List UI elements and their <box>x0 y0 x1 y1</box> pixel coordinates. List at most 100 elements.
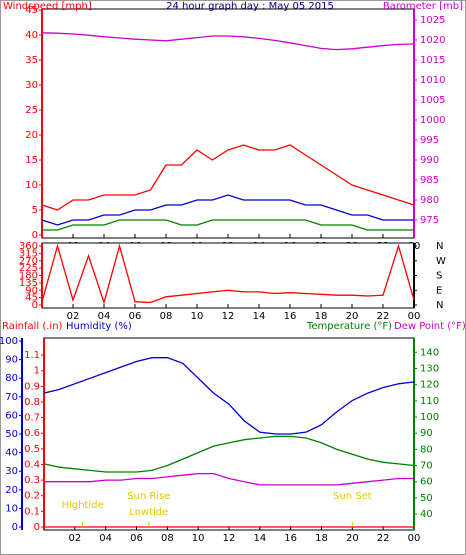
annotation: Sun Rise <box>127 491 170 502</box>
annotation: Sun Set <box>333 491 372 502</box>
y2-tick-label: 1025 <box>420 15 445 26</box>
y3-tick-label: 80 <box>5 373 18 384</box>
y-tick-label: 30 <box>25 80 38 91</box>
x-tick-label: 14 <box>253 533 266 544</box>
y-tick-label: 0.5 <box>24 444 40 455</box>
y2-tick-label: 60 <box>420 477 433 488</box>
y2-tick-label: 120 <box>420 380 439 391</box>
y-tick-label: 0.4 <box>24 459 40 470</box>
y-tick-label: 90 <box>25 285 38 296</box>
y2-tick-label: S <box>436 271 442 282</box>
y-tick-label: 360 <box>19 241 38 252</box>
y3-tick-label: 30 <box>5 466 18 477</box>
y-tick-label: 0.7 <box>24 413 40 424</box>
y2-tick-label: 1020 <box>420 35 445 46</box>
y-tick-label: 0 <box>34 522 40 533</box>
y-tick-label: 10 <box>25 180 38 191</box>
y-tick-label: 5 <box>32 205 38 216</box>
y2-tick-label: 980 <box>420 195 439 206</box>
series-line <box>43 435 415 473</box>
series-line <box>44 472 414 486</box>
y3-tick-label: 10 <box>5 503 18 514</box>
y-tick-label: 0.3 <box>24 475 40 486</box>
y2-tick-label: 990 <box>420 155 439 166</box>
x-tick-label: 00 <box>408 533 421 544</box>
y-tick-label: 0.9 <box>24 381 40 392</box>
y-tick-label: 0.1 <box>24 506 40 517</box>
series-line <box>41 144 415 211</box>
x-tick-label: 10 <box>191 311 204 322</box>
plot-area <box>41 242 415 309</box>
y-tick-label: 270 <box>19 256 38 267</box>
x-tick-label: 02 <box>68 533 81 544</box>
x-tick-label: 04 <box>98 311 111 322</box>
legend-label: Dew Point (°F) <box>394 321 466 332</box>
series-line <box>41 243 415 305</box>
y-tick-label: 45 <box>25 293 38 304</box>
legend-label: Humidity (%) <box>66 321 132 332</box>
x-tick-label: 20 <box>346 533 359 544</box>
y2-tick-label: 50 <box>420 493 433 504</box>
y2-tick-label: N <box>436 300 443 311</box>
y-tick-label: 1.1 <box>24 350 40 361</box>
x-tick-label: 04 <box>99 533 112 544</box>
x-tick-label: 18 <box>315 533 328 544</box>
y-tick-label: 0.6 <box>24 428 40 439</box>
legend-label: Temperature (°F) <box>306 321 392 332</box>
y-tick-label: 35 <box>25 55 38 66</box>
y2-tick-label: 70 <box>420 461 433 472</box>
x-tick-label: 08 <box>160 311 173 322</box>
y2-tick-label: 985 <box>420 175 439 186</box>
y-tick-label: 0 <box>32 230 38 241</box>
y2-tick-label: 1015 <box>420 55 445 66</box>
y2-tick-label: W <box>436 256 446 267</box>
x-tick-label: 10 <box>192 533 205 544</box>
y3-tick-label: 20 <box>5 485 18 496</box>
x-tick-label: 00 <box>408 311 421 322</box>
y2-tick-label: 1005 <box>420 95 445 106</box>
y2-axis-label: Barometer [mb] <box>383 1 463 12</box>
legend-label: Rainfall (.in) <box>2 321 63 332</box>
x-tick-label: 12 <box>223 533 236 544</box>
x-tick-label: 22 <box>377 533 390 544</box>
y-tick-label: 45 <box>25 5 38 16</box>
y2-tick-label: 995 <box>420 135 439 146</box>
x-tick-label: 06 <box>130 533 143 544</box>
y2-tick-label: 90 <box>420 428 433 439</box>
series-line <box>41 194 414 226</box>
x-tick-label: 02 <box>67 311 80 322</box>
y2-tick-label: N <box>436 241 443 252</box>
y3-tick-label: 100 <box>0 336 18 347</box>
y-tick-label: 315 <box>19 248 38 259</box>
y2-tick-label: 40 <box>420 509 433 520</box>
x-tick-label: 20 <box>346 311 359 322</box>
x-tick-label: 16 <box>284 311 297 322</box>
y-tick-label: 25 <box>25 105 38 116</box>
y2-tick-label: 1000 <box>420 115 445 126</box>
y-tick-label: 40 <box>25 30 38 41</box>
y-tick-label: 180 <box>19 271 38 282</box>
y3-tick-label: 0 <box>12 522 18 533</box>
annotation: Hightide <box>61 500 103 511</box>
y-tick-label: 135 <box>19 278 38 289</box>
series-line <box>41 32 415 51</box>
plot-area <box>41 8 415 239</box>
x-tick-label: 18 <box>315 311 328 322</box>
y2-tick-label: 130 <box>420 363 439 374</box>
y-tick-label: 20 <box>25 130 38 141</box>
y-tick-label: 1 <box>34 366 40 377</box>
y-tick-label: 0.8 <box>24 397 40 408</box>
y-axis-label: Windspeed [mph] <box>3 1 92 12</box>
y3-tick-label: 60 <box>5 410 18 421</box>
y2-tick-label: 80 <box>420 444 433 455</box>
x-tick-label: 08 <box>161 533 174 544</box>
x-tick-label: 06 <box>129 311 142 322</box>
y3-tick-label: 40 <box>5 448 18 459</box>
y3-tick-label: 70 <box>5 392 18 403</box>
x-tick-label: 14 <box>253 311 266 322</box>
y2-tick-label: 110 <box>420 396 439 407</box>
plot-area <box>43 337 415 531</box>
series-line <box>43 357 415 435</box>
y2-tick-label: 140 <box>420 347 439 358</box>
